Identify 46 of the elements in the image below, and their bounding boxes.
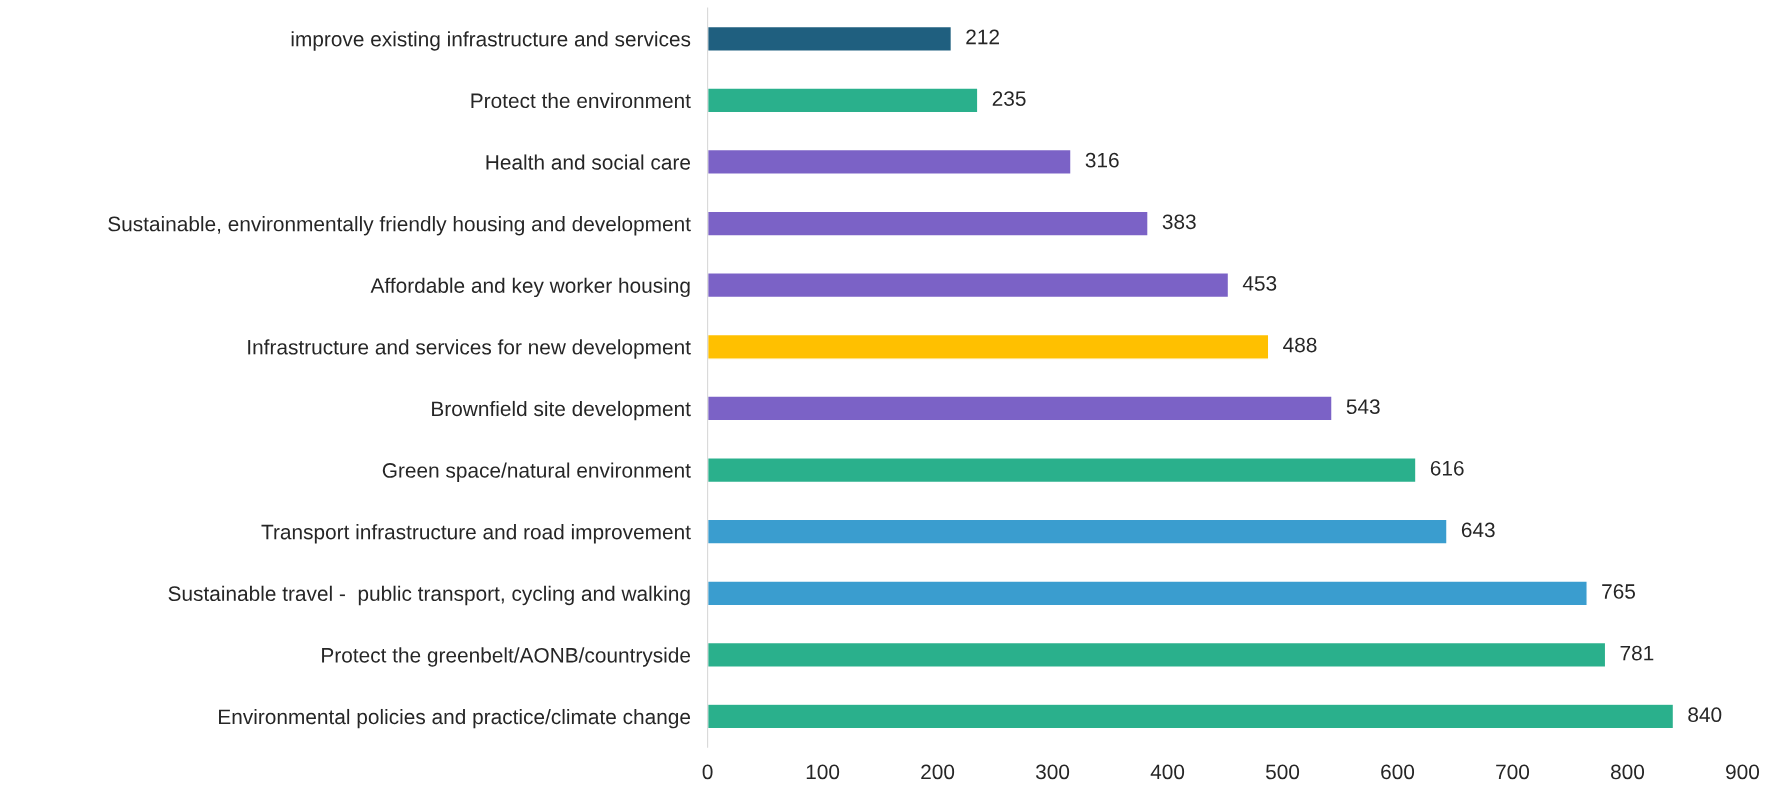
- data-label: 765: [1602, 584, 1636, 599]
- bar: [707, 703, 1675, 730]
- data-label: 643: [1461, 522, 1495, 538]
- bar: [707, 518, 1448, 545]
- bar: [707, 210, 1149, 237]
- y-tick-label: Protect the greenbelt/AONB/countryside: [322, 647, 691, 667]
- data-label: 840: [1688, 707, 1722, 723]
- y-tick-label: Protect the environment: [471, 92, 691, 109]
- data-label: 235: [992, 91, 1026, 106]
- y-tick-label: Transport infrastructure and road improvement: [261, 524, 691, 544]
- x-tick-label: 100: [806, 764, 840, 780]
- x-tick-label: 400: [1150, 764, 1185, 780]
- y-tick-label: Brownfield site development: [432, 400, 691, 421]
- data-label: 488: [1283, 337, 1317, 353]
- data-label: 316: [1085, 152, 1119, 168]
- x-tick-label: 800: [1611, 764, 1645, 780]
- x-tick-label: 900: [1726, 764, 1760, 780]
- data-label: 453: [1242, 276, 1277, 291]
- x-tick-label: 600: [1381, 764, 1415, 780]
- data-label: 383: [1162, 214, 1196, 230]
- bar: [707, 333, 1270, 360]
- y-tick-label: improve existing infrastructure and services: [291, 31, 691, 51]
- data-label: 212: [966, 29, 999, 45]
- x-tick-label: 500: [1265, 764, 1300, 780]
- y-tick-label: Green space/natural environment: [382, 462, 691, 482]
- y-tick-label: Sustainable travel - public transport, cycling and walking: [168, 585, 690, 606]
- y-tick-label: Infrastructure and services for new development: [248, 339, 691, 359]
- bar: [707, 148, 1072, 175]
- bar: [707, 272, 1230, 299]
- x-tick-label: 0: [702, 764, 713, 780]
- data-label: 616: [1430, 460, 1464, 476]
- y-tick-label: Affordable and key worker housing: [370, 277, 690, 298]
- y-tick-label: Environmental policies and practice/climate change: [219, 708, 691, 729]
- bar: [707, 87, 979, 114]
- x-tick-label: 700: [1496, 764, 1530, 780]
- x-tick-label: 300: [1035, 764, 1070, 780]
- bar: [707, 457, 1417, 484]
- data-label: 543: [1346, 399, 1380, 415]
- bar: [707, 25, 953, 52]
- x-tick-label: 200: [921, 764, 955, 780]
- y-tick-label: Health and social care: [486, 154, 691, 170]
- y-tick-label: Sustainable, environmentally friendly housing and development: [108, 216, 691, 236]
- bar: [707, 641, 1607, 668]
- bar: [707, 395, 1333, 422]
- data-label: 781: [1620, 645, 1654, 661]
- bar: [707, 580, 1588, 607]
